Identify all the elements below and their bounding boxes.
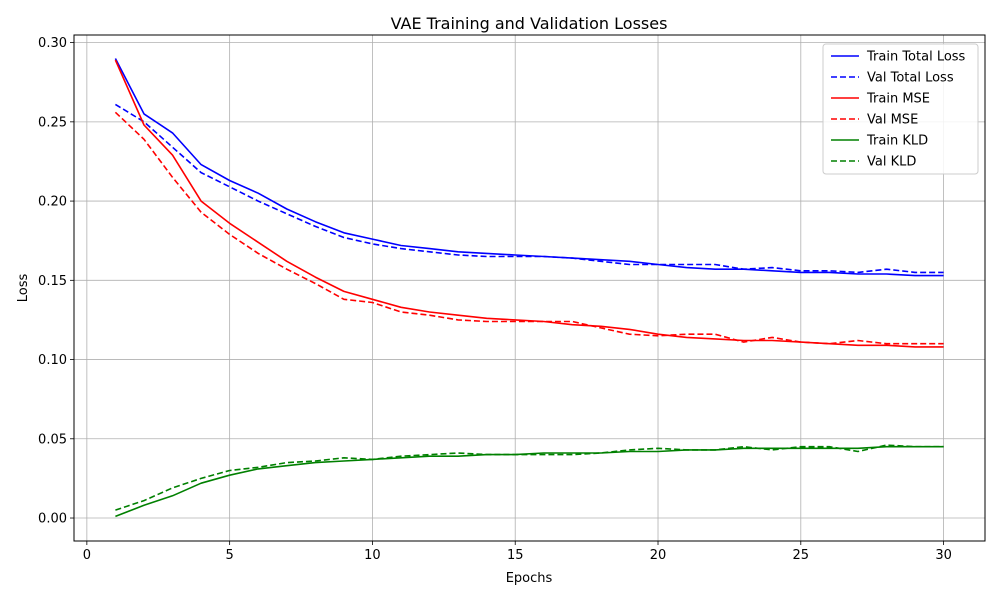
legend-entry-label: Train KLD [866,134,928,149]
y-tick-label: 0.05 [38,432,67,447]
chart-title: VAE Training and Validation Losses [391,14,668,33]
series-group [114,58,944,518]
x-tick-label: 10 [364,548,381,563]
legend-entry-label: Val KLD [867,155,916,170]
x-tick-label: 30 [935,548,952,563]
plot-frame [73,34,986,542]
y-tick-label: 0.20 [38,195,67,210]
legend-entry-label: Val MSE [867,113,918,128]
series-line-val-mse [114,111,944,345]
y-tick-label: 0.15 [38,274,67,289]
legend: Train Total Loss Val Total Loss Train MSE V… [822,43,979,175]
x-tick-label: 0 [83,548,91,563]
series-line-val-kld [115,444,944,511]
x-tick-label: 15 [507,548,524,563]
y-axis-label: Loss [16,274,31,303]
x-axis-label: Epochs [506,571,553,586]
x-tick-label: 20 [650,548,667,563]
x-tick-label: 5 [226,548,234,563]
series-line-train-kld [115,445,944,518]
series-line-val-total-loss [114,103,944,274]
legend-entry-label: Val Total Loss [867,71,954,86]
y-tick-label: 0.00 [38,512,67,527]
x-tick-label: 25 [793,548,810,563]
legend-box [822,43,979,175]
y-tick-label: 0.30 [38,36,67,51]
y-tick-label: 0.10 [38,353,67,368]
grid [74,35,985,541]
ticks: 0 5 10 15 20 25 30 0.00 0.05 0.10 0.15 0.20 0.25 0.30 [38,36,952,563]
y-tick-label: 0.25 [38,115,67,130]
legend-entry-label: Train MSE [866,92,930,107]
legend-entry-label: Train Total Loss [866,50,966,65]
